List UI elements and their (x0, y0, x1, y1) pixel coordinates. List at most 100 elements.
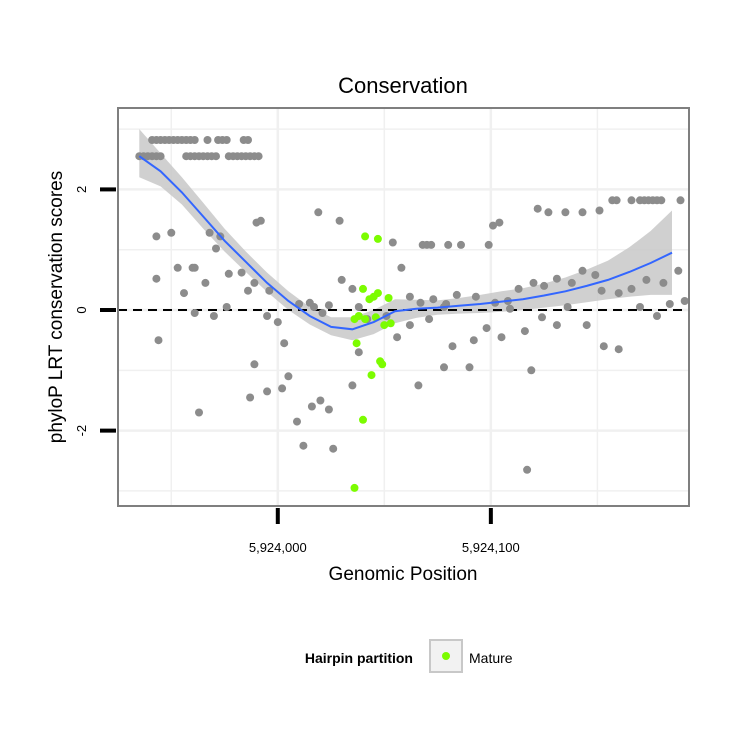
data-point (212, 152, 220, 161)
mature-point (386, 319, 395, 328)
data-point (552, 321, 561, 330)
data-point (335, 216, 344, 225)
data-point (414, 381, 423, 390)
data-point (429, 295, 438, 304)
x-axis-title: Genomic Position (329, 564, 478, 585)
y-tick-label: 2 (74, 186, 89, 193)
data-point (314, 208, 323, 217)
data-point (167, 228, 176, 237)
mature-point (361, 315, 370, 324)
data-point (250, 278, 259, 287)
mature-point (373, 234, 382, 243)
data-point (657, 196, 666, 205)
mature-point (384, 294, 393, 302)
data-point (482, 324, 491, 333)
data-point (246, 393, 255, 402)
data-point (642, 275, 651, 284)
data-point (567, 278, 576, 287)
data-point (523, 465, 532, 474)
data-point (425, 315, 434, 324)
data-point (427, 240, 436, 249)
plot-panel (117, 107, 690, 507)
data-point (250, 360, 259, 369)
y-tick-label: 0 (74, 306, 89, 313)
data-point (152, 232, 161, 241)
data-point (201, 278, 210, 287)
data-point (533, 204, 542, 213)
data-point (595, 206, 604, 215)
y-axis-title: phyloP LRT conservation scores (46, 171, 67, 444)
x-tick-label: 5,924,100 (462, 540, 520, 555)
data-point (324, 405, 333, 414)
legend-label-mature: Mature (469, 650, 513, 666)
data-point (680, 297, 689, 305)
legend: Hairpin partition Mature (305, 639, 513, 673)
data-point (180, 289, 188, 298)
data-point (552, 274, 561, 283)
mature-point (352, 339, 361, 348)
data-point (244, 136, 252, 144)
smooth-trend-line (138, 155, 673, 331)
data-point (307, 402, 316, 411)
data-point (190, 263, 199, 272)
data-point (205, 228, 214, 237)
data-point (329, 444, 338, 453)
chart-title: Conservation (338, 73, 468, 98)
data-point (405, 292, 414, 301)
data-point (154, 336, 163, 345)
data-point (397, 263, 406, 272)
data-point (444, 240, 453, 249)
data-point (222, 303, 231, 311)
data-point (354, 348, 363, 357)
data-point (209, 312, 218, 320)
data-point (224, 269, 233, 278)
data-point (452, 290, 461, 299)
data-point (484, 240, 493, 249)
data-point (156, 152, 165, 161)
y-tick-label: -2 (74, 425, 89, 437)
mature-point (354, 312, 363, 320)
data-point (222, 136, 231, 144)
data-point (627, 196, 636, 205)
data-point (612, 196, 621, 205)
data-point (388, 238, 397, 247)
data-point (190, 309, 199, 317)
data-point (659, 278, 668, 287)
data-point (614, 289, 623, 298)
mature-point (350, 483, 359, 492)
data-point (324, 301, 333, 310)
mature-point (380, 321, 389, 330)
data-point (405, 321, 414, 330)
data-point (348, 381, 357, 390)
data-point (578, 208, 587, 217)
data-point (582, 321, 591, 330)
data-point (497, 333, 506, 342)
data-point (627, 284, 636, 293)
data-point (538, 313, 546, 322)
data-point (254, 152, 263, 161)
data-point (348, 284, 357, 293)
data-point (278, 384, 287, 393)
data-point (299, 441, 308, 450)
y-axis: -2 0 2 (74, 186, 116, 437)
mature-point (361, 232, 370, 241)
data-point (237, 268, 246, 277)
data-point (263, 387, 272, 396)
data-point (457, 240, 465, 249)
data-point (591, 271, 600, 279)
x-tick-label: 5,924,000 (249, 540, 307, 555)
data-point (440, 363, 448, 372)
data-point (393, 333, 402, 342)
data-point (506, 304, 514, 313)
data-point (354, 303, 363, 311)
data-point (318, 309, 327, 317)
data-point (514, 284, 523, 293)
data-point (597, 286, 606, 295)
data-point (578, 266, 587, 275)
data-point (152, 274, 161, 283)
legend-title: Hairpin partition (305, 650, 413, 666)
data-point (305, 298, 314, 307)
data-point (190, 136, 199, 144)
data-point (471, 292, 480, 301)
